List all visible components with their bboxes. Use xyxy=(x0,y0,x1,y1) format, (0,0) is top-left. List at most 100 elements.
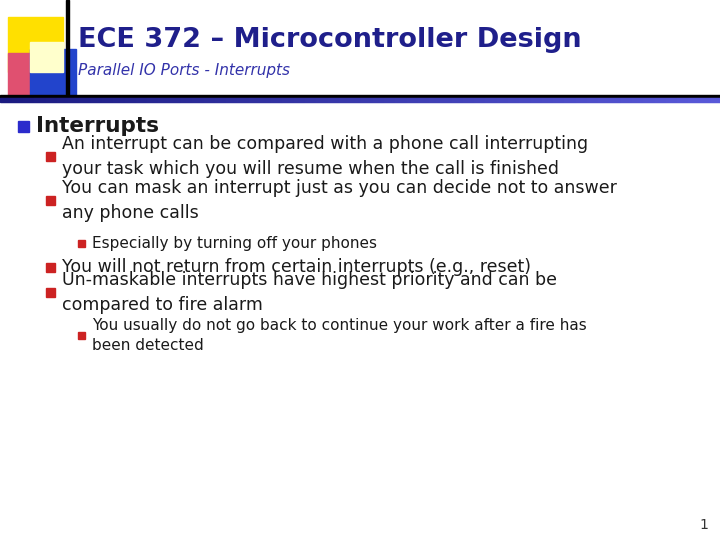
Bar xyxy=(560,98,561,102)
Bar xyxy=(440,98,441,102)
Bar xyxy=(187,98,188,102)
Bar xyxy=(650,98,651,102)
Bar xyxy=(399,98,400,102)
Bar xyxy=(109,98,110,102)
Bar xyxy=(232,98,233,102)
Bar xyxy=(363,98,364,102)
Bar xyxy=(79,98,80,102)
Bar xyxy=(52,98,53,102)
Bar xyxy=(30,98,31,102)
Text: 1: 1 xyxy=(699,518,708,532)
Bar xyxy=(65,98,66,102)
Bar xyxy=(371,98,372,102)
Bar xyxy=(88,98,89,102)
Bar xyxy=(97,98,98,102)
Bar xyxy=(435,98,436,102)
Bar xyxy=(191,98,192,102)
Bar xyxy=(179,98,180,102)
Bar xyxy=(325,98,326,102)
Bar xyxy=(212,98,213,102)
Bar xyxy=(498,98,499,102)
Bar xyxy=(334,98,335,102)
Bar xyxy=(162,98,163,102)
Bar xyxy=(598,98,599,102)
Bar xyxy=(460,98,461,102)
Bar xyxy=(95,98,96,102)
Bar xyxy=(513,98,514,102)
Bar xyxy=(388,98,389,102)
Bar xyxy=(127,98,128,102)
Bar xyxy=(304,98,305,102)
Bar xyxy=(197,98,198,102)
Bar xyxy=(423,98,424,102)
Bar xyxy=(528,98,529,102)
Bar xyxy=(657,98,658,102)
Bar xyxy=(585,98,586,102)
Bar xyxy=(117,98,118,102)
Bar xyxy=(591,98,592,102)
Bar xyxy=(409,98,410,102)
Bar xyxy=(405,98,406,102)
Bar xyxy=(116,98,117,102)
Bar xyxy=(278,98,279,102)
Bar xyxy=(1,98,2,102)
Bar xyxy=(362,98,363,102)
Bar xyxy=(158,98,159,102)
Bar xyxy=(633,98,634,102)
Bar xyxy=(176,98,177,102)
Bar xyxy=(378,98,379,102)
Bar xyxy=(368,98,369,102)
Bar xyxy=(135,98,136,102)
Bar xyxy=(353,98,354,102)
Bar xyxy=(96,98,97,102)
Bar xyxy=(44,98,45,102)
Bar xyxy=(213,98,214,102)
Bar xyxy=(634,98,635,102)
Bar xyxy=(318,98,319,102)
Bar xyxy=(470,98,471,102)
Bar xyxy=(9,98,10,102)
Bar xyxy=(545,98,546,102)
Bar xyxy=(407,98,408,102)
Bar xyxy=(644,98,645,102)
Bar xyxy=(533,98,534,102)
Bar xyxy=(14,98,15,102)
Bar xyxy=(638,98,639,102)
Bar xyxy=(47,98,48,102)
Bar xyxy=(540,98,541,102)
Bar xyxy=(455,98,456,102)
Bar xyxy=(711,98,712,102)
Bar xyxy=(266,98,267,102)
Bar xyxy=(456,98,457,102)
Bar xyxy=(424,98,425,102)
Bar xyxy=(714,98,715,102)
Bar xyxy=(415,98,416,102)
Bar xyxy=(553,98,554,102)
Bar xyxy=(74,98,75,102)
Bar xyxy=(17,98,18,102)
Bar xyxy=(355,98,356,102)
Bar xyxy=(76,98,77,102)
Bar xyxy=(690,98,691,102)
Bar xyxy=(287,98,288,102)
Bar xyxy=(438,98,439,102)
Bar xyxy=(673,98,674,102)
Bar xyxy=(486,98,487,102)
Bar xyxy=(499,98,500,102)
Bar xyxy=(450,98,451,102)
Bar xyxy=(527,98,528,102)
Bar xyxy=(616,98,617,102)
Bar xyxy=(168,98,169,102)
Bar xyxy=(299,98,300,102)
Bar xyxy=(710,98,711,102)
Bar xyxy=(35,98,36,102)
Bar xyxy=(433,98,434,102)
Bar xyxy=(642,98,643,102)
Bar xyxy=(485,98,486,102)
Bar xyxy=(125,98,126,102)
Bar xyxy=(676,98,677,102)
Bar xyxy=(264,98,265,102)
Bar xyxy=(566,98,567,102)
Bar xyxy=(27,98,28,102)
Bar xyxy=(161,98,162,102)
